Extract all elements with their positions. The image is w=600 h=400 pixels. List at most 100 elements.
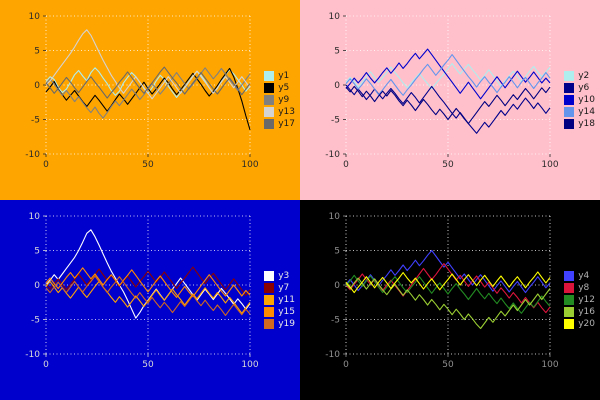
legend-label-y6: y6 [578,83,590,93]
series-line-y16 [345,277,551,330]
y-tick-label: 10 [29,212,41,222]
legend-entry-y18: y18 [564,119,595,129]
x-tick-label: 50 [142,160,154,170]
legend-top-right: y2 y6 y10 y14 y18 [564,71,595,129]
legend-entry-y1: y1 [264,71,295,81]
legend-label-y2: y2 [578,71,590,81]
legend-entry-y5: y5 [264,83,295,93]
legend-swatch-y20 [564,319,575,329]
legend-label-y9: y9 [278,95,290,105]
legend-swatch-y1 [264,71,275,81]
x-tick-label: 50 [442,160,454,170]
legend-label-y18: y18 [578,119,595,129]
legend-swatch-y2 [564,71,575,81]
legend-swatch-y15 [264,307,275,317]
subplot-bottom-right: 0 50 100 -10 -5 0 5 10 y4 y8 y12 y16 y20 [300,200,600,400]
y-tick-label: 5 [334,47,340,57]
legend-swatch-y12 [564,295,575,305]
subplot-top-right: 0 50 100 -10 -5 0 5 10 y2 y6 y10 y14 y18 [300,0,600,200]
legend-label-y4: y4 [578,271,590,281]
series-line-y19 [45,275,251,316]
legend-entry-y2: y2 [564,71,595,81]
legend-entry-y11: y11 [264,295,295,305]
legend-swatch-y17 [264,119,275,129]
y-tick-label: 5 [34,247,40,257]
legend-label-y10: y10 [578,95,595,105]
chart-canvas-bottom-right: 0 50 100 -10 -5 0 5 10 [325,212,559,370]
legend-label-y16: y16 [578,307,595,317]
series-line-y12 [345,274,551,314]
series-line-y9 [45,67,251,119]
y-tick-label: 5 [34,47,40,57]
legend-entry-y3: y3 [264,271,295,281]
legend-entry-y17: y17 [264,119,295,129]
legend-label-y5: y5 [278,83,290,93]
legend-top-left: y1 y5 y9 y13 y17 [264,71,295,129]
legend-entry-y19: y19 [264,319,295,329]
y-tick-label: 0 [334,281,340,291]
y-tick-label: -10 [25,150,40,160]
legend-label-y20: y20 [578,319,595,329]
legend-entry-y20: y20 [564,319,595,329]
series-line-y17 [45,66,251,99]
y-tick-label: 10 [329,12,341,22]
legend-label-y12: y12 [578,295,595,305]
subplot-bottom-left: 0 50 100 -10 -5 0 5 10 y3 y7 y11 y15 y19 [0,200,300,400]
y-tick-label: -10 [325,150,340,160]
x-tick-label: 0 [343,160,349,170]
chart-canvas-top-right: 0 50 100 -10 -5 0 5 10 [325,12,559,170]
x-tick-label: 100 [241,160,258,170]
legend-swatch-y19 [264,319,275,329]
series-line-y13 [45,29,251,100]
y-tick-label: -10 [25,350,40,360]
legend-label-y8: y8 [578,283,590,293]
chart-canvas-top-left: 0 50 100 -10 -5 0 5 10 [25,12,259,170]
y-tick-label: -5 [31,316,40,326]
legend-entry-y15: y15 [264,307,295,317]
x-tick-label: 100 [541,360,558,370]
legend-label-y17: y17 [278,119,295,129]
y-tick-label: 10 [29,12,41,22]
legend-swatch-y11 [264,295,275,305]
legend-swatch-y9 [264,95,275,105]
series-line-y7 [45,266,251,296]
legend-label-y15: y15 [278,307,295,317]
legend-swatch-y4 [564,271,575,281]
x-tick-label: 50 [442,360,454,370]
legend-entry-y8: y8 [564,283,595,293]
y-tick-label: 0 [34,281,40,291]
y-tick-label: 0 [334,81,340,91]
y-tick-label: 5 [334,247,340,257]
legend-bottom-right: y4 y8 y12 y16 y20 [564,271,595,329]
y-tick-label: -5 [331,116,340,126]
legend-swatch-y8 [564,283,575,293]
legend-entry-y10: y10 [564,95,595,105]
legend-label-y1: y1 [278,71,290,81]
legend-entry-y4: y4 [564,271,595,281]
series-line-y2 [345,63,551,90]
x-tick-label: 0 [43,360,49,370]
legend-label-y19: y19 [278,319,295,329]
y-tick-label: -10 [325,350,340,360]
legend-entry-y6: y6 [564,83,595,93]
legend-swatch-y7 [264,283,275,293]
subplot-top-left: 0 50 100 -10 -5 0 5 10 y1 y5 y9 y13 y17 [0,0,300,200]
legend-swatch-y5 [264,83,275,93]
legend-entry-y16: y16 [564,307,595,317]
y-tick-label: -5 [31,116,40,126]
legend-bottom-left: y3 y7 y11 y15 y19 [264,271,295,329]
legend-swatch-y3 [264,271,275,281]
series-line-y8 [345,263,551,314]
series-line-y4 [345,249,551,294]
x-tick-label: 100 [241,360,258,370]
legend-swatch-y6 [564,83,575,93]
series-line-y10 [345,48,551,100]
y-tick-label: 0 [34,81,40,91]
x-tick-label: 0 [43,160,49,170]
legend-label-y7: y7 [278,283,290,293]
legend-swatch-y16 [564,307,575,317]
series-line-y6 [345,84,551,134]
y-tick-label: 10 [329,212,341,222]
series-line-y18 [345,85,551,125]
